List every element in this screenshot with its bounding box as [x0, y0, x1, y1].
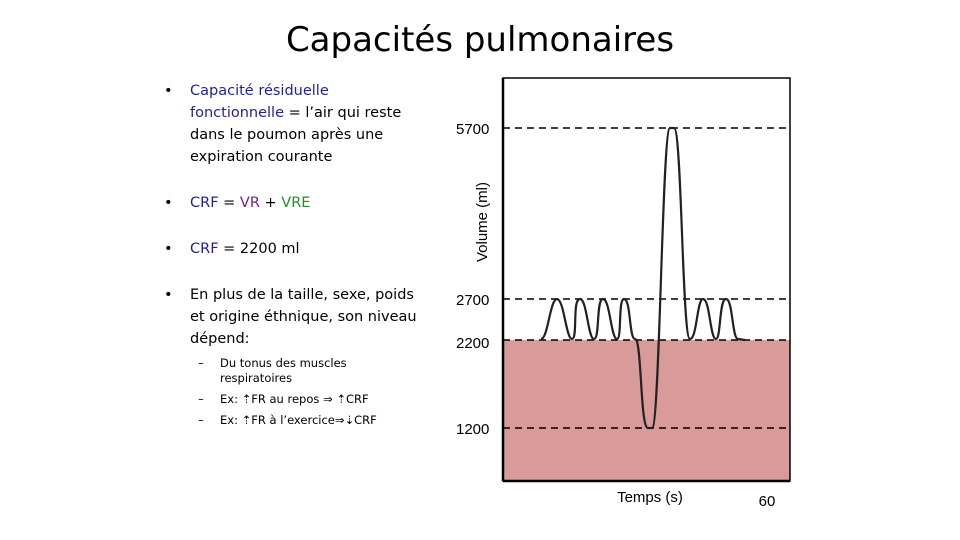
y-axis-title: Volume (ml) — [474, 182, 491, 262]
sub-bullet-rest: – Ex: ⇡FR au repos ⇒ ⇡CRF — [190, 392, 420, 407]
sub-bullet-muscles: – Du tonus des muscles respiratoires — [190, 356, 420, 386]
dash-marker: – — [198, 392, 204, 406]
crf-abbr-2: CRF — [190, 241, 219, 257]
ex-prefix: Ex: — [220, 413, 242, 427]
y-label-1200: 1200 — [456, 421, 489, 438]
crf-term: Capacité résiduelle fonctionnelle — [190, 83, 329, 121]
crf-definition: = l’air qui reste dans le poumon après u… — [190, 105, 402, 165]
slide-title: Capacités pulmonaires — [285, 20, 675, 60]
factors-text: En plus de la taille, sexe, poids et ori… — [190, 287, 417, 347]
bullet-factors: En plus de la taille, sexe, poids et ori… — [160, 284, 420, 428]
fr-exercise: FR à l’exercice — [251, 413, 335, 427]
x-end-label: 60 — [759, 493, 776, 510]
fr-rest: FR au repos — [251, 392, 320, 406]
vr-term: VR — [239, 195, 260, 211]
y-label-2700: 2700 — [456, 292, 489, 309]
vre-term: VRE — [281, 195, 311, 211]
spirogram-trace — [540, 126, 746, 430]
up-arrow-icon: ⇡ — [241, 413, 252, 427]
sub-bullet-exercise: – Ex: ⇡FR à l’exercice⇒⇣CRF — [190, 413, 420, 428]
bullet-crf-definition: Capacité résiduelle fonctionnelle = l’ai… — [160, 80, 420, 168]
bullet-crf-value: CRF = 2200 ml — [160, 238, 420, 260]
y-label-5700: 5700 — [456, 121, 489, 138]
ex-prefix: Ex: — [220, 392, 242, 406]
implies-arrow-icon: ⇒ — [323, 392, 333, 406]
muscles-text: Du tonus des muscles respiratoires — [220, 356, 347, 385]
up-arrow-icon: ⇡ — [241, 392, 252, 406]
dash-marker: – — [198, 413, 204, 427]
implies-arrow-icon: ⇒ — [334, 413, 345, 427]
crf-result: CRF — [345, 392, 369, 406]
y-label-2200: 2200 — [456, 335, 489, 352]
dash-marker: – — [198, 356, 204, 370]
up-arrow-icon: ⇡ — [336, 392, 346, 406]
equals-sign: = — [218, 195, 240, 211]
crf-abbr: CRF — [190, 195, 219, 211]
x-axis-title: Temps (s) — [617, 489, 683, 506]
crf-value: = 2200 ml — [218, 241, 300, 257]
crf-shaded-area — [503, 340, 790, 481]
plus-sign: + — [259, 195, 282, 211]
bullet-list: Capacité résiduelle fonctionnelle = l’ai… — [160, 80, 420, 428]
bullet-crf-formula: CRF = VR + VRE — [160, 192, 420, 214]
down-arrow-icon: ⇣ — [344, 413, 355, 427]
crf-result: CRF — [354, 413, 377, 427]
